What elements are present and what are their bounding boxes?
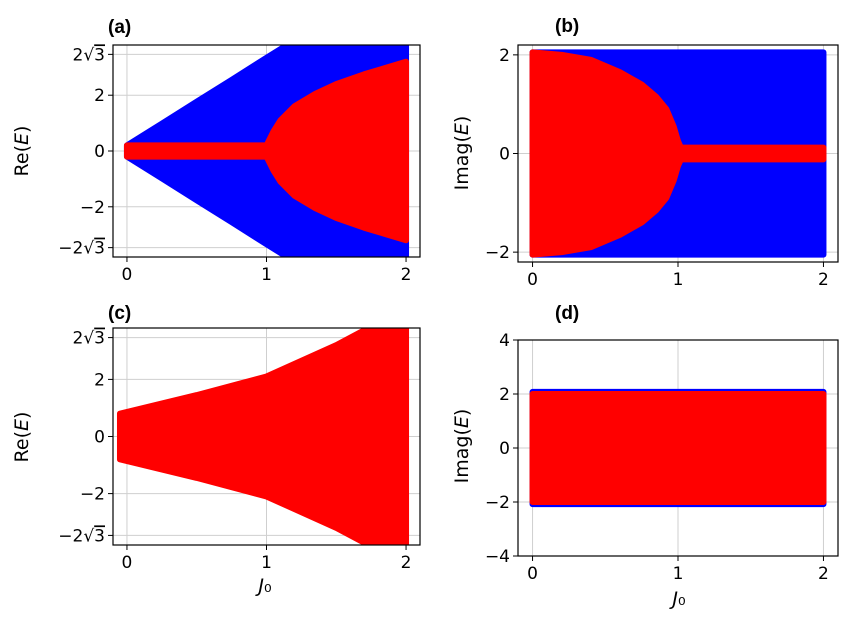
y-tick-label: −2	[80, 198, 105, 218]
x-tick-label: 2	[818, 270, 829, 290]
x-tick-label: 2	[401, 553, 412, 573]
x-tick-label: 0	[122, 553, 133, 573]
y-tick-label: 2	[499, 46, 510, 66]
x-tick-label: 2	[401, 265, 412, 285]
panel-c: 0 1 2 2√3 2 0 −2 −2√3 (c) Re(E) J₀	[11, 303, 421, 597]
panel-d: 0 1 2 4 2 0 −2 −4 (d) Imag(E) J₀	[451, 303, 839, 610]
series-band-red	[116, 328, 410, 545]
x-tick-label: 0	[527, 564, 538, 584]
y-tick-label: 0	[499, 145, 510, 165]
y-tick-label: 0	[94, 142, 105, 162]
y-tick-label: 2	[499, 385, 510, 405]
y-tick-label: −2√3	[58, 526, 105, 546]
panel-a: 0 1 2 2√3 2 0 −2 −2√3 (a) Re(E)	[11, 17, 421, 285]
panel-letter: (a)	[108, 17, 131, 38]
y-tick-label: 2	[94, 370, 105, 390]
y-axis-label: Imag(E)	[451, 409, 473, 484]
series-band-red	[123, 58, 410, 244]
y-tick-label: 2√3	[73, 45, 105, 65]
x-tick-label: 1	[261, 265, 272, 285]
panel-b: 0 1 2 2 0 −2 (b) Imag(E)	[451, 16, 839, 290]
y-axis-label: Re(E)	[11, 412, 33, 463]
x-tick-label: 0	[122, 265, 133, 285]
y-axis-label: Imag(E)	[451, 116, 473, 191]
y-axis-label: Re(E)	[11, 126, 33, 177]
panel-letter: (b)	[555, 16, 579, 37]
panel-letter: (d)	[555, 303, 579, 324]
y-tick-label: 0	[94, 428, 105, 448]
y-tick-label: 0	[499, 439, 510, 459]
x-axis-label: J₀	[254, 575, 271, 597]
y-tick-label: 4	[499, 331, 510, 351]
y-tick-label: −2	[80, 485, 105, 505]
series-band-red	[529, 49, 827, 258]
x-tick-label: 1	[261, 553, 272, 573]
y-tick-label: −2	[485, 493, 510, 513]
series-band-red	[529, 391, 827, 505]
panel-letter: (c)	[108, 303, 131, 324]
x-tick-label: 0	[527, 270, 538, 290]
x-tick-label: 2	[818, 564, 829, 584]
y-tick-label: 2√3	[73, 329, 105, 349]
y-tick-label: −4	[485, 547, 510, 567]
y-tick-label: −2√3	[58, 239, 105, 259]
y-tick-label: −2	[485, 243, 510, 263]
x-tick-label: 1	[673, 564, 684, 584]
x-axis-label: J₀	[668, 588, 685, 610]
y-tick-label: 2	[94, 86, 105, 106]
x-tick-label: 1	[673, 270, 684, 290]
